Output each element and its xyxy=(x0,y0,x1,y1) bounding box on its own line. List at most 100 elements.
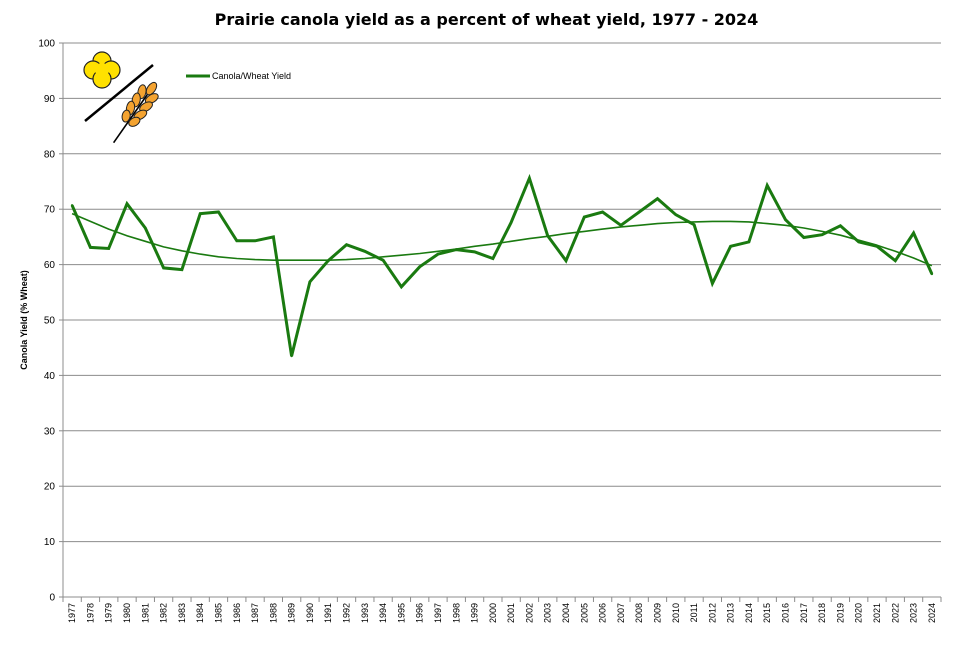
data-point xyxy=(747,240,751,244)
series-line-canola-wheat xyxy=(70,173,934,357)
x-tick-label: 2005 xyxy=(579,603,589,623)
data-point xyxy=(601,210,604,214)
y-tick-labels: 0 10 20 30 40 50 60 70 80 90 100 xyxy=(38,39,55,604)
x-tick-label: 2010 xyxy=(671,603,681,623)
data-point xyxy=(784,218,787,221)
x-tick-label: 2009 xyxy=(652,603,662,623)
y-tick-label: 50 xyxy=(44,316,56,327)
x-tick-label: 1977 xyxy=(67,603,77,623)
x-tick-label: 1992 xyxy=(342,603,352,623)
x-tick-label: 2016 xyxy=(781,603,791,623)
x-tick-label: 1991 xyxy=(323,603,333,623)
x-tick-label: 1985 xyxy=(213,603,223,623)
data-point xyxy=(272,235,275,239)
x-tick-label: 2001 xyxy=(506,603,516,623)
x-tick-label: 2000 xyxy=(488,603,498,623)
data-point xyxy=(327,259,330,262)
data-point xyxy=(436,252,440,256)
x-tick-label: 2023 xyxy=(909,603,919,623)
data-point xyxy=(70,204,74,207)
axes xyxy=(59,42,942,602)
series-layer xyxy=(70,173,934,358)
x-tick-label: 1980 xyxy=(122,603,132,623)
x-tick-label: 1981 xyxy=(140,603,150,623)
data-point xyxy=(473,250,476,254)
wheat-icon xyxy=(112,81,159,144)
data-point xyxy=(253,239,257,242)
x-tick-label: 1990 xyxy=(305,603,315,623)
y-tick-label: 20 xyxy=(44,482,56,493)
data-point xyxy=(308,280,312,283)
x-tick-label: 2004 xyxy=(561,603,571,623)
canola-flower-icon xyxy=(83,51,121,89)
x-tick-label: 1993 xyxy=(360,603,370,623)
y-tick-label: 40 xyxy=(44,371,56,382)
x-tick-label: 1979 xyxy=(104,603,114,623)
data-point xyxy=(912,231,915,235)
x-tick-label: 2022 xyxy=(890,603,900,623)
data-point xyxy=(875,245,879,248)
data-point xyxy=(381,259,385,262)
x-tick-label: 1988 xyxy=(268,603,278,623)
data-point xyxy=(546,234,549,237)
data-point xyxy=(711,282,714,285)
x-tick-label: 2011 xyxy=(689,603,699,622)
x-tick-label: 2024 xyxy=(927,603,937,623)
x-tick-label: 2012 xyxy=(707,603,717,623)
x-tick-label: 2017 xyxy=(799,603,809,623)
y-tick-label: 80 xyxy=(44,149,56,160)
data-point xyxy=(235,239,238,242)
data-point xyxy=(491,257,495,260)
x-tick-label: 1999 xyxy=(470,603,480,623)
y-tick-label: 30 xyxy=(44,426,56,437)
x-tick-label: 1987 xyxy=(250,603,260,623)
x-tick-label: 2014 xyxy=(744,603,754,623)
data-point xyxy=(162,266,165,270)
data-point xyxy=(217,210,220,214)
data-point xyxy=(839,224,842,227)
data-point xyxy=(638,210,641,214)
data-point xyxy=(894,259,897,262)
x-tick-label: 2021 xyxy=(872,603,882,623)
x-tick-label: 1983 xyxy=(177,603,187,623)
chart-title: Prairie canola yield as a percent of whe… xyxy=(214,10,759,29)
data-point xyxy=(363,250,366,253)
x-tick-label: 2018 xyxy=(817,603,827,623)
data-point xyxy=(144,226,147,230)
data-point xyxy=(418,265,421,268)
data-point xyxy=(857,240,860,244)
data-point xyxy=(400,285,403,288)
data-point xyxy=(180,268,184,271)
y-tick-label: 100 xyxy=(38,39,55,50)
x-tick-label: 1998 xyxy=(451,603,461,623)
x-tick-label: 2015 xyxy=(762,603,772,623)
x-tick-label: 1982 xyxy=(159,603,169,623)
data-point xyxy=(564,259,568,262)
x-tick-labels: 1977 1978 1979 1980 1981 1982 1983 1984 1985 1986… xyxy=(67,603,937,623)
data-point xyxy=(729,245,732,248)
y-tick-label: 0 xyxy=(49,593,55,604)
data-point xyxy=(455,248,458,251)
data-point xyxy=(107,247,110,250)
data-point xyxy=(509,221,513,224)
x-tick-label: 1997 xyxy=(433,603,443,623)
data-point xyxy=(766,184,769,187)
data-point xyxy=(802,236,805,239)
data-point xyxy=(820,233,824,236)
x-tick-label: 1996 xyxy=(415,603,425,623)
x-tick-label: 1986 xyxy=(232,603,242,623)
y-tick-label: 90 xyxy=(44,94,56,105)
x-tick-label: 1994 xyxy=(378,603,388,623)
x-tick-label: 2002 xyxy=(524,603,534,623)
x-tick-label: 2019 xyxy=(835,603,845,623)
data-point xyxy=(674,213,677,216)
x-tick-label: 1995 xyxy=(396,603,406,623)
x-tick-label: 2006 xyxy=(598,603,608,623)
data-point xyxy=(930,272,934,276)
logo xyxy=(83,51,159,144)
data-point xyxy=(345,243,348,246)
y-axis-label: Canola Yield (% Wheat) xyxy=(19,270,29,370)
data-point xyxy=(619,224,623,227)
